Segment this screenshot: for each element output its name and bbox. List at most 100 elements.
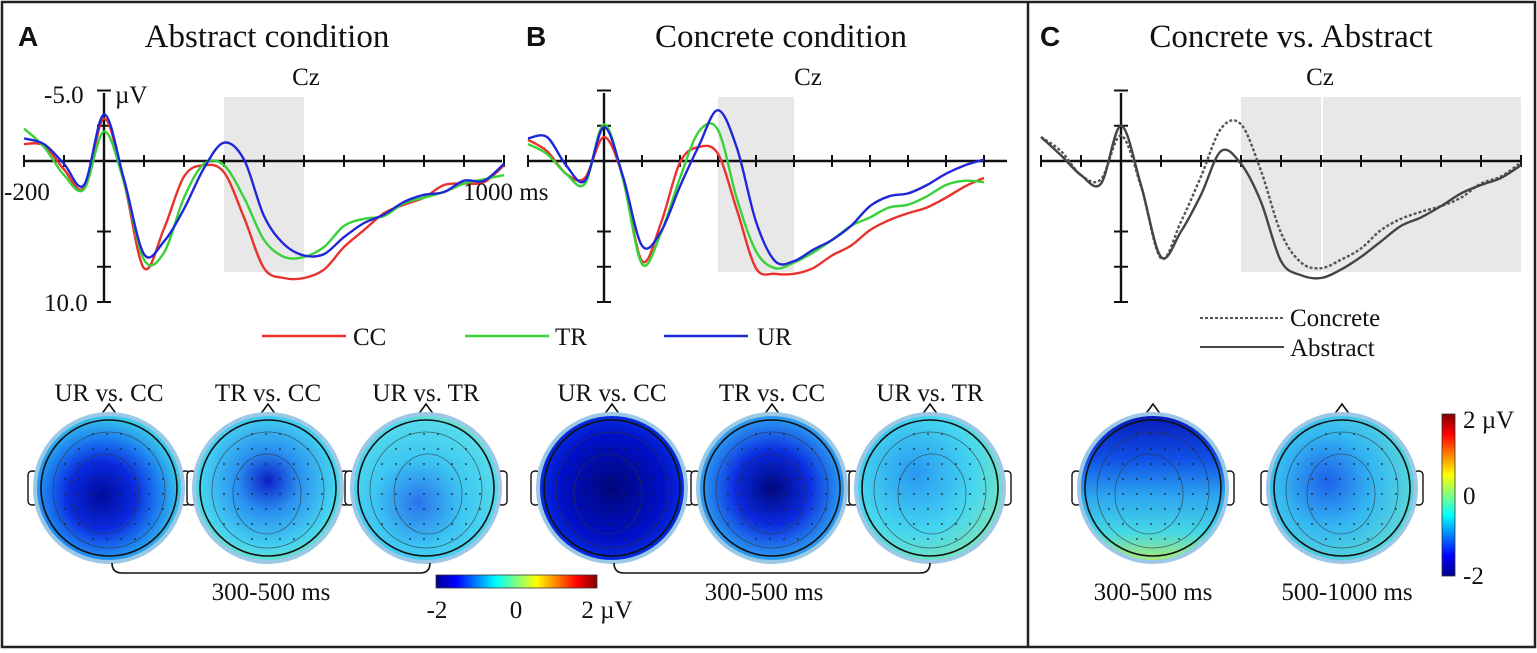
electrode-dot bbox=[106, 508, 108, 510]
topomap-head bbox=[27, 402, 191, 564]
electrode-dot bbox=[307, 463, 309, 465]
electrode-dot bbox=[609, 448, 611, 450]
electrode-dot bbox=[437, 433, 439, 435]
electrode-dot bbox=[595, 493, 597, 495]
electrode-dot bbox=[1150, 508, 1152, 510]
electrode-dot bbox=[423, 478, 425, 480]
electrode-dot bbox=[755, 523, 757, 525]
electrode-dot bbox=[595, 508, 597, 510]
scalp-map bbox=[33, 412, 185, 564]
electrode-dot bbox=[1353, 433, 1355, 435]
electrode-dot bbox=[651, 508, 653, 510]
electrode-dot bbox=[1381, 448, 1383, 450]
x-end-label: 1000 ms bbox=[463, 179, 548, 206]
electrode-dot bbox=[106, 478, 108, 480]
x-start-label: -200 bbox=[4, 179, 50, 206]
electrode-dot bbox=[1178, 493, 1180, 495]
electrode-dot bbox=[148, 478, 150, 480]
electrode-dot bbox=[64, 478, 66, 480]
electrode-dot bbox=[797, 448, 799, 450]
electrode-dot bbox=[265, 493, 267, 495]
electrode-dot bbox=[741, 448, 743, 450]
electrode-dot bbox=[969, 508, 971, 510]
electrode-dot bbox=[1192, 523, 1194, 525]
electrode-dot bbox=[769, 493, 771, 495]
series-line-tr bbox=[527, 122, 985, 270]
electrode-dot bbox=[1339, 493, 1341, 495]
electrode-dot bbox=[223, 523, 225, 525]
electrode-dot bbox=[609, 433, 611, 435]
electrode-dot bbox=[1136, 433, 1138, 435]
electrode-dot bbox=[120, 463, 122, 465]
electrode-dot bbox=[237, 478, 239, 480]
electrode-dot bbox=[120, 493, 122, 495]
electrode-dot bbox=[755, 448, 757, 450]
contour-line bbox=[1096, 431, 1210, 549]
electrode-dot bbox=[811, 493, 813, 495]
electrode-dot bbox=[727, 463, 729, 465]
electrode-dot bbox=[92, 478, 94, 480]
electrode-dot bbox=[134, 538, 136, 540]
electrode-dot bbox=[1353, 508, 1355, 510]
head-outline bbox=[861, 419, 999, 557]
electrode-dot bbox=[409, 463, 411, 465]
electrode-dot bbox=[1325, 538, 1327, 540]
electrode-dot bbox=[969, 448, 971, 450]
highlight-window bbox=[718, 97, 794, 272]
topomap-head bbox=[848, 402, 1012, 564]
electrode-dot bbox=[1353, 448, 1355, 450]
electrode-dot bbox=[1325, 493, 1327, 495]
electrode-dot bbox=[409, 508, 411, 510]
electrode-dot bbox=[251, 448, 253, 450]
electrode-dot bbox=[64, 508, 66, 510]
electrode-dot bbox=[927, 493, 929, 495]
electrode-dot bbox=[955, 448, 957, 450]
electrode-dot bbox=[1311, 448, 1313, 450]
electrode-dot bbox=[1353, 463, 1355, 465]
electrode-dot bbox=[293, 463, 295, 465]
electrode-dot bbox=[637, 508, 639, 510]
electrode-dot bbox=[479, 493, 481, 495]
electrode-dot bbox=[265, 433, 267, 435]
electrode-dot bbox=[1367, 508, 1369, 510]
electrode-dot bbox=[1339, 523, 1341, 525]
electrode-dot bbox=[1381, 523, 1383, 525]
electrode-dot bbox=[783, 463, 785, 465]
electrode-dot bbox=[1108, 493, 1110, 495]
electrode-dot bbox=[321, 493, 323, 495]
electrode-dot bbox=[913, 433, 915, 435]
electrode-dot bbox=[409, 478, 411, 480]
electrode-dot bbox=[223, 478, 225, 480]
electrode-dot bbox=[437, 538, 439, 540]
window-label-b: 300-500 ms bbox=[705, 579, 824, 606]
electrode-dot bbox=[797, 523, 799, 525]
electrode-dot bbox=[237, 493, 239, 495]
electrode-dot bbox=[64, 523, 66, 525]
electrode-dot bbox=[927, 478, 929, 480]
contour-line bbox=[1285, 431, 1399, 549]
electrode-dot bbox=[665, 508, 667, 510]
colorbar-h-max: 2 µV bbox=[581, 597, 632, 624]
erp-chart-a bbox=[23, 89, 505, 303]
electrode-dot bbox=[279, 508, 281, 510]
electrode-dot bbox=[409, 433, 411, 435]
electrode-dot bbox=[969, 493, 971, 495]
electrode-dot bbox=[581, 448, 583, 450]
electrode-dot bbox=[1178, 463, 1180, 465]
electrode-dot bbox=[637, 523, 639, 525]
topomap-head bbox=[690, 402, 854, 564]
series-line-ur bbox=[23, 113, 505, 259]
panel-letter-c: C bbox=[1040, 21, 1060, 52]
electrode-dot bbox=[1206, 478, 1208, 480]
electrode-dot bbox=[581, 508, 583, 510]
electrode-dot bbox=[899, 463, 901, 465]
electrode-dot bbox=[92, 508, 94, 510]
electrode-dot bbox=[741, 493, 743, 495]
electrode-dot bbox=[251, 478, 253, 480]
electrode-dot bbox=[279, 463, 281, 465]
topo-b2-title: TR vs. CC bbox=[719, 380, 825, 407]
electrode-dot bbox=[1122, 463, 1124, 465]
electrode-dot bbox=[307, 508, 309, 510]
scalp-map bbox=[1077, 412, 1229, 564]
